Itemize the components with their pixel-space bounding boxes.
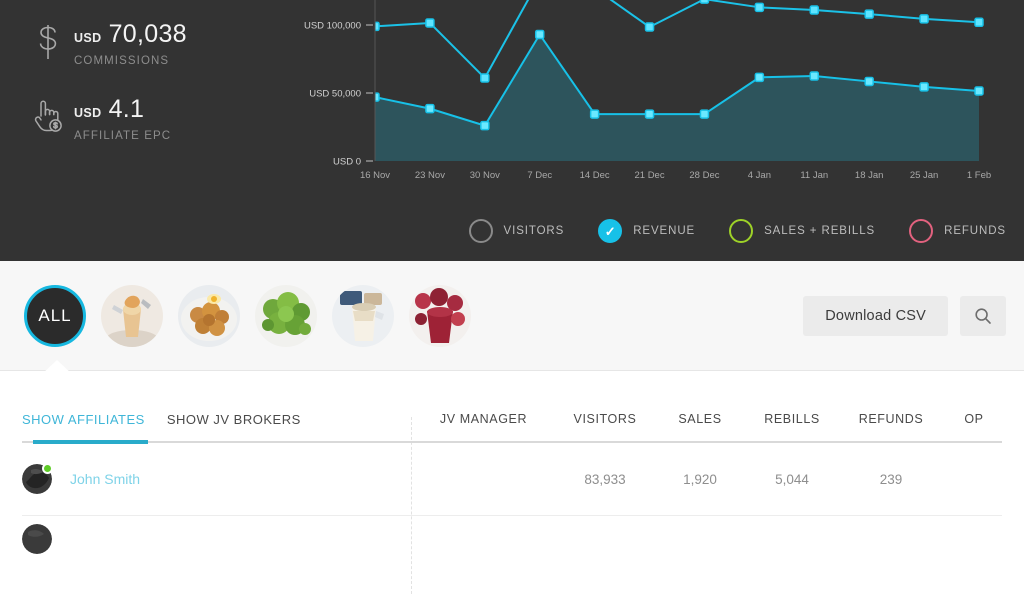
svg-text:11 Jan: 11 Jan [800, 170, 828, 181]
filter-bar-actions: Download CSV [803, 295, 1006, 336]
stat-commissions-label: COMMISSIONS [74, 55, 170, 67]
product-filter-all[interactable]: ALL [24, 284, 86, 347]
product-thumb-4[interactable] [332, 284, 394, 347]
column-header-sales[interactable]: SALES [678, 412, 722, 426]
stat-commissions-value: 70,038 [108, 20, 187, 48]
stat-affiliate-epc: USD 4.1 AFFILIATE EPC [22, 93, 290, 142]
table-row[interactable]: John Smith 83,933 1,920 5,044 239 [22, 443, 1002, 516]
cell-sales: 1,920 [683, 471, 717, 487]
product-thumb-5-image [409, 284, 471, 347]
stat-epc-currency: USD [74, 106, 102, 120]
svg-text:7 Dec: 7 Dec [527, 170, 552, 181]
legend-label-revenue: REVENUE [633, 225, 696, 237]
table-row-next-partial[interactable] [22, 516, 1002, 554]
svg-text:30 Nov: 30 Nov [470, 170, 500, 181]
table-row-identity: John Smith [22, 463, 411, 494]
svg-text:16 Nov: 16 Nov [360, 170, 390, 181]
download-csv-button[interactable]: Download CSV [803, 295, 948, 336]
table-tabs: SHOW AFFILIATES SHOW JV BROKERS [22, 412, 411, 427]
product-thumb-5[interactable] [409, 284, 471, 347]
search-button[interactable] [960, 295, 1006, 336]
svg-text:25 Jan: 25 Jan [910, 170, 939, 181]
column-header-jv-manager[interactable]: JV MANAGER [439, 412, 528, 426]
legend-label-sales-rebills: SALES + REBILLS [764, 225, 876, 237]
stat-commissions-currency: USD [74, 31, 102, 45]
legend-marker-sales-rebills[interactable] [729, 219, 754, 243]
avatar-photo [22, 524, 52, 554]
chart-legend: VISITORS ✓ REVENUE SALES + REBILLS REFUN… [0, 208, 1024, 254]
svg-text:4 Jan: 4 Jan [748, 170, 771, 181]
stat-commissions: USD 70,038 COMMISSIONS [22, 18, 290, 67]
svg-text:21 Dec: 21 Dec [634, 170, 664, 181]
tab-show-affiliates[interactable]: SHOW AFFILIATES [22, 411, 145, 427]
stat-commissions-value-line: USD 70,038 [74, 20, 187, 49]
product-thumb-2-image [178, 284, 240, 347]
stat-epc-label: AFFILIATE EPC [74, 130, 172, 142]
product-thumb-3[interactable] [255, 284, 317, 347]
legend-item-revenue[interactable]: ✓ REVENUE [598, 219, 695, 243]
legend-item-refunds[interactable]: REFUNDS [909, 219, 1006, 243]
column-header-visitors[interactable]: VISITORS [573, 412, 637, 426]
cell-refunds: 239 [879, 471, 903, 487]
legend-item-sales-rebills[interactable]: SALES + REBILLS [729, 219, 875, 243]
legend-marker-refunds[interactable] [909, 219, 934, 243]
stat-epc-value: 4.1 [108, 95, 145, 123]
cell-rebills: 5,044 [775, 471, 809, 487]
legend-marker-revenue[interactable]: ✓ [598, 219, 623, 243]
affiliates-table: SHOW AFFILIATES SHOW JV BROKERS JV MANAG… [0, 371, 1024, 594]
stats-chart-panel: USD 70,038 COMMISSIONS USD [0, 0, 1024, 261]
svg-text:USD 100,000: USD 100,000 [304, 21, 361, 32]
tab-show-jv-brokers[interactable]: SHOW JV BROKERS [166, 411, 301, 427]
product-filter-bar: ALL [0, 261, 1024, 374]
column-header-rebills[interactable]: REBILLS [764, 412, 820, 426]
hand-click-money-icon [22, 93, 74, 135]
column-header-op[interactable]: OP [964, 412, 984, 426]
stat-commissions-body: USD 70,038 COMMISSIONS [74, 18, 187, 67]
avatar[interactable] [22, 463, 53, 494]
svg-text:18 Jan: 18 Jan [855, 170, 884, 181]
affiliate-name-link[interactable]: John Smith [70, 471, 141, 487]
svg-text:28 Dec: 28 Dec [689, 170, 719, 181]
table-row-metrics: 83,933 1,920 5,044 239 [411, 472, 1004, 487]
stat-epc-body: USD 4.1 AFFILIATE EPC [74, 93, 171, 142]
avatar[interactable] [22, 524, 52, 554]
product-thumb-4-image [332, 284, 394, 347]
chart-svg: USD 0 USD 50,000 USD 100,000 16 Nov 23 Nov 30… [304, 0, 991, 181]
dollar-sign-icon [22, 18, 74, 62]
svg-text:14 Dec: 14 Dec [580, 170, 610, 181]
legend-label-refunds: REFUNDS [944, 225, 1006, 237]
table-vertical-divider [411, 417, 412, 594]
table-column-headers: JV MANAGER VISITORS SALES REBILLS REFUND… [411, 412, 1004, 426]
product-avatar-list: ALL [24, 284, 471, 347]
search-icon [975, 307, 991, 324]
check-icon: ✓ [604, 223, 616, 239]
table-header: SHOW AFFILIATES SHOW JV BROKERS JV MANAG… [22, 371, 1002, 441]
avatar-image [22, 524, 52, 554]
product-thumb-1-image [101, 284, 163, 347]
status-indicator-online [42, 463, 53, 474]
product-thumb-2[interactable] [178, 284, 240, 347]
product-thumb-1[interactable] [101, 284, 163, 347]
product-filter-all-label: ALL [38, 305, 72, 325]
selected-filter-caret [42, 360, 72, 374]
legend-label-visitors: VISITORS [503, 225, 565, 237]
tab-active-underline [33, 440, 148, 444]
column-header-refunds[interactable]: REFUNDS [858, 412, 924, 426]
stat-epc-value-line: USD 4.1 [74, 95, 171, 124]
svg-text:USD 50,000: USD 50,000 [309, 89, 361, 100]
product-thumb-3-image [255, 284, 317, 347]
revenue-chart: USD 0 USD 50,000 USD 100,000 16 Nov 23 Nov 30… [290, 0, 1024, 190]
tab-underline-track [22, 440, 1002, 444]
legend-marker-visitors[interactable] [468, 219, 493, 243]
legend-item-visitors[interactable]: VISITORS [468, 219, 565, 243]
cell-visitors: 83,933 [584, 471, 626, 487]
stats-column: USD 70,038 COMMISSIONS USD [0, 0, 290, 168]
svg-text:23 Nov: 23 Nov [415, 170, 445, 181]
svg-text:1 Feb: 1 Feb [967, 170, 991, 181]
svg-text:USD 0: USD 0 [333, 157, 361, 168]
